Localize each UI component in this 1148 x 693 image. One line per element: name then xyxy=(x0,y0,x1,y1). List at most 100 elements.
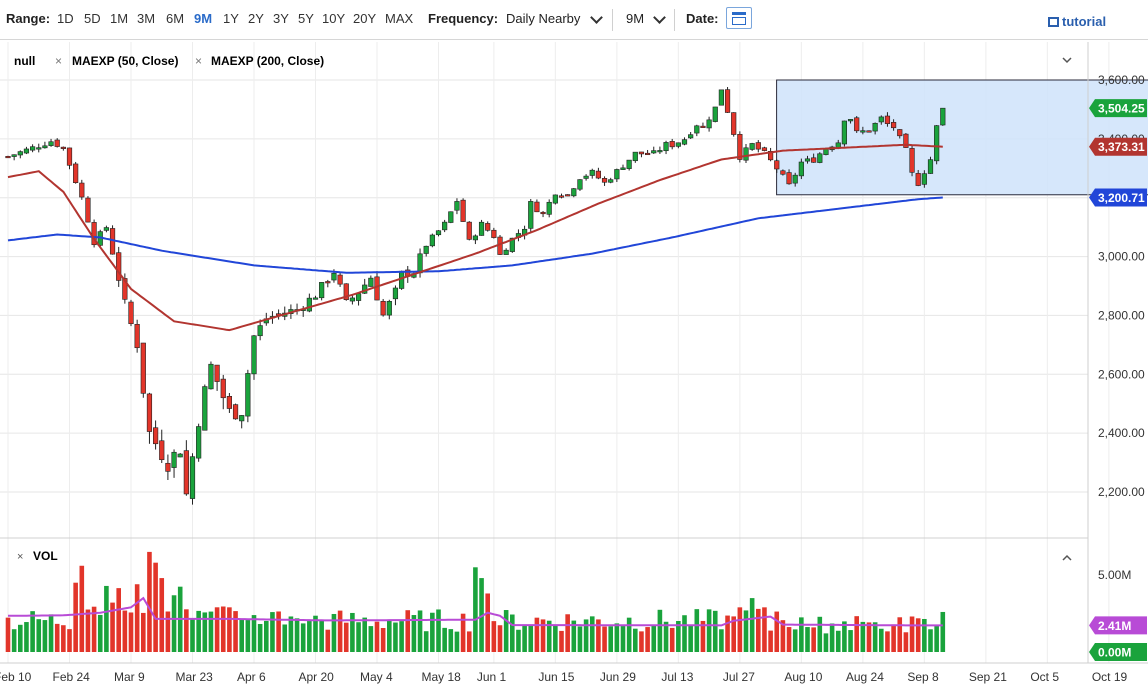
x-tick-label: Apr 6 xyxy=(237,670,266,684)
x-tick-label: Apr 20 xyxy=(299,670,335,684)
volume-bar xyxy=(682,615,687,652)
volume-bar xyxy=(307,621,312,652)
chevron-up-icon[interactable] xyxy=(1062,554,1072,561)
volume-bar xyxy=(245,620,251,652)
range-1m[interactable]: 1M xyxy=(110,11,129,26)
volume-bar xyxy=(694,609,700,652)
volume-bar xyxy=(571,620,577,652)
chart-toolbar: Range: 1D 5D 1M 3M 6M 9M 1Y 2Y 3Y 5Y 10Y… xyxy=(0,0,1148,40)
volume-bar xyxy=(436,609,441,652)
x-tick-label: Aug 24 xyxy=(846,670,884,684)
study-ma50-label[interactable]: MAEXP (50, Close) xyxy=(72,54,178,68)
volume-bar xyxy=(91,606,97,652)
candle-body xyxy=(798,161,804,177)
volume-bar xyxy=(743,610,749,652)
candle-body xyxy=(466,221,472,240)
volume-bar xyxy=(516,629,521,652)
candle-body xyxy=(786,172,792,185)
period-select[interactable]: 9M xyxy=(626,11,645,26)
volume-bar xyxy=(5,617,11,652)
candle-body xyxy=(472,235,479,241)
volume-bar xyxy=(337,610,343,652)
volume-bar xyxy=(491,621,497,652)
candle-body xyxy=(435,230,442,236)
range-20y[interactable]: 20Y xyxy=(353,11,377,26)
chevron-down-icon[interactable] xyxy=(653,11,666,24)
volume-average-line xyxy=(8,596,943,627)
volume-bar xyxy=(749,598,755,652)
volume-bar xyxy=(842,621,847,652)
candle-body xyxy=(239,415,245,422)
candle-body xyxy=(491,229,497,238)
candle-body xyxy=(718,89,724,106)
volume-bar xyxy=(559,630,564,652)
volume-bar xyxy=(202,612,208,652)
volume-bar xyxy=(362,617,367,652)
close-icon[interactable]: × xyxy=(17,551,23,563)
volume-bar xyxy=(473,567,478,652)
close-icon[interactable]: × xyxy=(55,54,62,68)
range-5d[interactable]: 5D xyxy=(84,11,101,26)
volume-bar xyxy=(829,623,835,652)
candle-body xyxy=(651,150,657,154)
range-3y[interactable]: 3Y xyxy=(273,11,289,26)
volume-bar xyxy=(510,614,515,652)
volume-bar xyxy=(589,616,595,652)
volume-bar xyxy=(165,611,171,652)
volume-bar xyxy=(294,618,300,652)
chevron-down-icon[interactable] xyxy=(1062,57,1072,64)
range-2y[interactable]: 2Y xyxy=(248,11,264,26)
candle-body xyxy=(878,116,884,123)
candle-body xyxy=(854,117,860,132)
chevron-down-icon[interactable] xyxy=(590,11,603,24)
volume-bar xyxy=(208,611,214,652)
tutorial-link[interactable]: tutorial xyxy=(1048,14,1106,29)
candle-body xyxy=(583,175,589,179)
x-tick-label: Sep 21 xyxy=(969,670,1007,684)
range-1d[interactable]: 1D xyxy=(57,11,74,26)
candle-body xyxy=(374,276,380,301)
range-6m[interactable]: 6M xyxy=(166,11,185,26)
frequency-label: Frequency: xyxy=(428,11,499,26)
candle-body xyxy=(79,182,85,198)
volume-bar xyxy=(620,626,626,652)
candle-body xyxy=(841,120,847,145)
candle-body xyxy=(675,142,681,147)
range-5y[interactable]: 5Y xyxy=(298,11,314,26)
candle-body xyxy=(921,173,927,185)
candle-body xyxy=(485,223,491,231)
range-10y[interactable]: 10Y xyxy=(322,11,346,26)
volume-bar xyxy=(61,625,66,652)
frequency-select[interactable]: Daily Nearby xyxy=(506,11,581,26)
candle-body xyxy=(128,301,134,325)
range-3m[interactable]: 3M xyxy=(137,11,156,26)
y-tick-label: 2,600.00 xyxy=(1098,367,1145,381)
x-tick-label: May 18 xyxy=(422,670,462,684)
candle-body xyxy=(380,300,386,316)
volume-bar xyxy=(239,619,244,652)
volume-bar xyxy=(184,609,189,652)
candle-body xyxy=(368,277,374,287)
candle-body xyxy=(528,201,534,229)
candle-body xyxy=(36,147,42,150)
ma200-line xyxy=(7,196,943,274)
calendar-icon[interactable] xyxy=(726,7,752,29)
range-9m[interactable]: 9M xyxy=(194,11,213,26)
volume-bar xyxy=(48,614,54,652)
volume-bar xyxy=(676,620,681,652)
close-icon[interactable]: × xyxy=(195,54,202,68)
candle-body xyxy=(337,274,343,285)
volume-bar xyxy=(411,615,417,652)
volume-bar xyxy=(331,613,337,652)
range-max[interactable]: MAX xyxy=(385,11,414,26)
volume-bar xyxy=(448,629,454,652)
volume-bar xyxy=(639,631,644,652)
candle-body xyxy=(804,158,811,162)
volume-bar xyxy=(719,629,724,652)
range-rectangle[interactable] xyxy=(776,79,1148,196)
volume-bar xyxy=(300,623,306,652)
study-ma200-label[interactable]: MAEXP (200, Close) xyxy=(211,54,324,68)
range-1y[interactable]: 1Y xyxy=(223,11,239,26)
volume-bar xyxy=(823,633,829,652)
price-chart[interactable]: 3,600.003,400.003,200.003,000.002,800.00… xyxy=(0,40,1148,693)
